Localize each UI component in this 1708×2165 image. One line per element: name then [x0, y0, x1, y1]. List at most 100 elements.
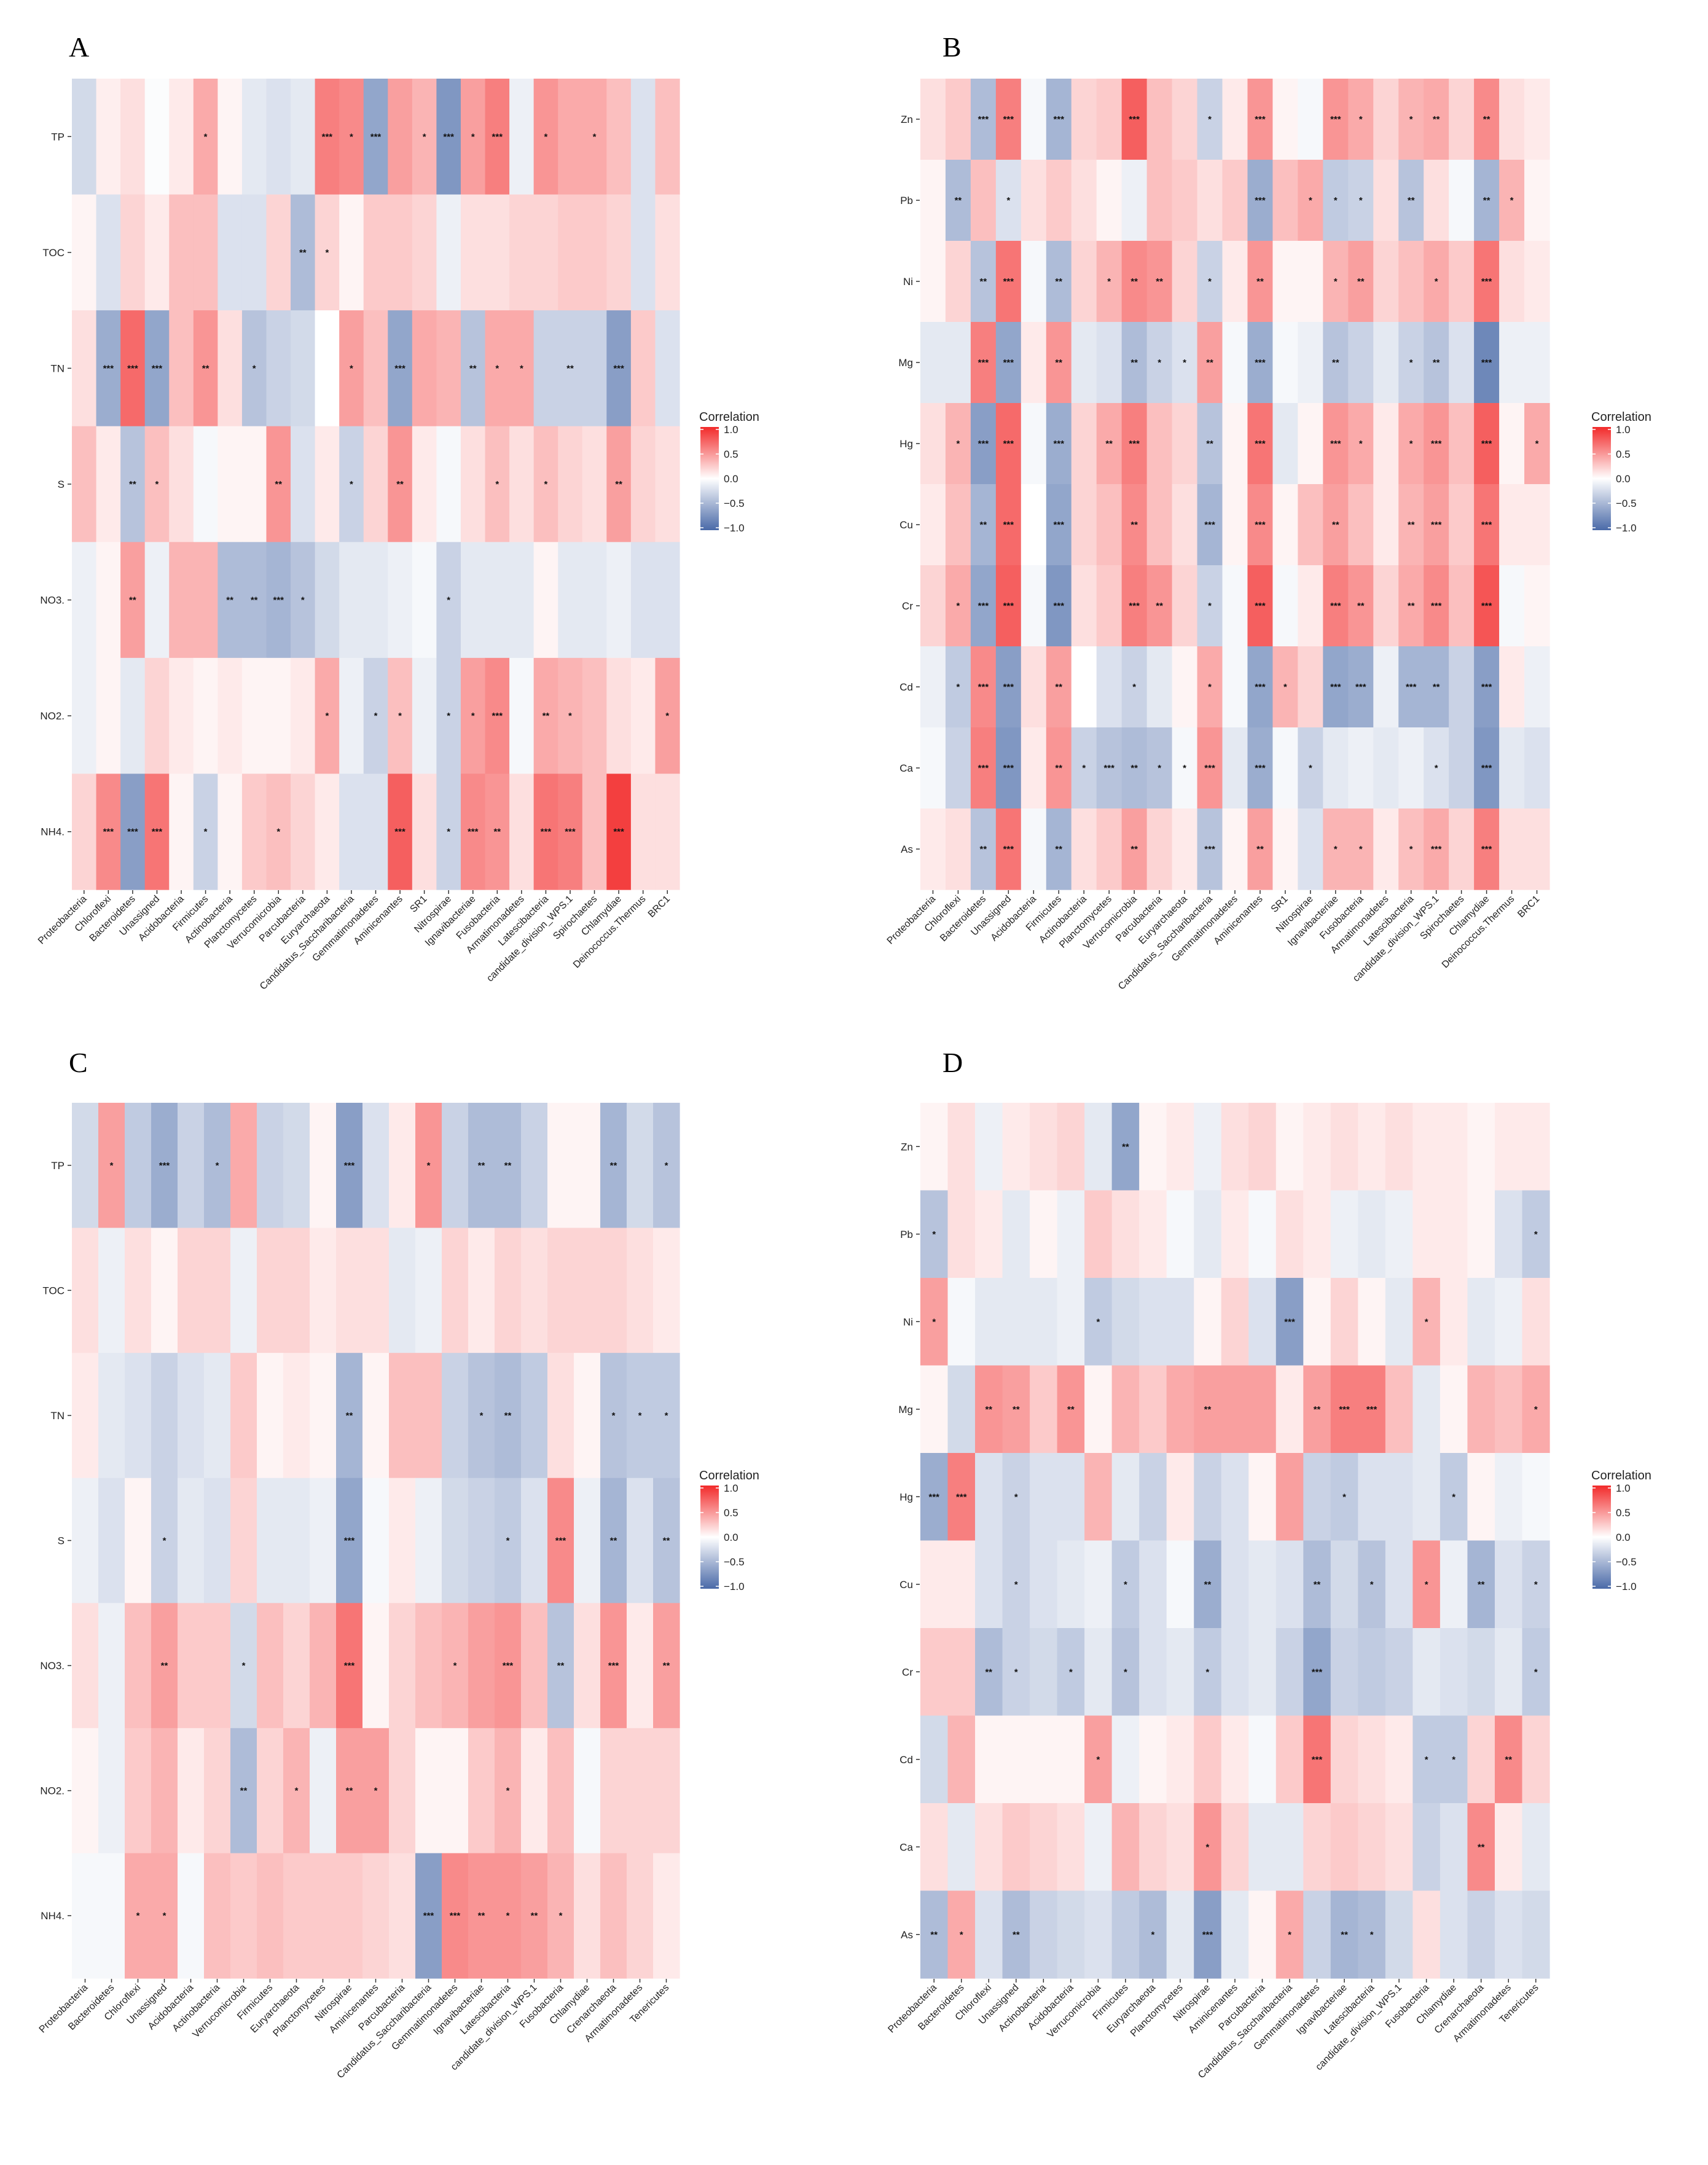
heatmap-cell [509, 657, 535, 775]
heatmap-cell [1323, 241, 1349, 323]
significance-mark: *** [1204, 844, 1215, 855]
heatmap-cell [125, 1103, 152, 1229]
heatmap-cell [468, 1853, 495, 1979]
heatmap-cell [975, 1540, 1003, 1629]
heatmap-cell [655, 542, 680, 659]
heatmap-cell [310, 1853, 337, 1979]
heatmap-cell [627, 1603, 654, 1729]
heatmap-cell [970, 565, 997, 647]
heatmap-cell [1248, 1628, 1277, 1717]
heatmap-cell [1030, 1453, 1058, 1541]
heatmap-cell [1002, 1803, 1030, 1892]
heatmap-cell [1194, 1715, 1222, 1804]
heatmap-cell [1348, 403, 1374, 485]
heatmap-cell [266, 657, 291, 775]
heatmap-cell [1398, 403, 1424, 485]
heatmap-cell [1499, 484, 1525, 566]
heatmap-cell [415, 1853, 442, 1979]
heatmap-cell [1111, 1715, 1140, 1804]
significance-mark: * [957, 601, 960, 611]
heatmap-cell [125, 1728, 152, 1854]
heatmap-cell [442, 1353, 469, 1479]
heatmap-cell [606, 426, 632, 542]
heatmap-cell [388, 310, 413, 427]
heatmap-cell [436, 773, 461, 890]
significance-mark: * [1359, 114, 1363, 125]
heatmap-cell [920, 808, 946, 890]
significance-mark: * [350, 479, 353, 490]
heatmap-cell [204, 1353, 231, 1479]
heatmap-cell [144, 310, 170, 427]
heatmap-cell [1121, 322, 1148, 404]
heatmap-cell [120, 79, 146, 195]
heatmap-cell [627, 1103, 654, 1229]
legend-tick-label: 0.0 [724, 473, 738, 485]
heatmap-cell [1524, 160, 1550, 241]
heatmap-cell [1111, 1540, 1140, 1629]
significance-mark: *** [1054, 114, 1065, 125]
heatmap-cell [241, 79, 267, 195]
heatmap-cell [72, 310, 97, 427]
significance-mark: *** [1481, 844, 1492, 855]
heatmap-cell [995, 160, 1022, 241]
significance-mark: * [1014, 1580, 1018, 1590]
significance-mark: * [559, 1911, 563, 1921]
heatmap-cell [96, 194, 121, 311]
heatmap-cell [363, 657, 388, 775]
heatmap-cell [1303, 1103, 1331, 1191]
significance-mark: ** [543, 711, 550, 721]
heatmap-cell [1398, 160, 1424, 241]
heatmap-cell [1030, 1803, 1058, 1892]
heatmap-cell [1467, 1278, 1495, 1366]
row-label: TOC [42, 1285, 65, 1296]
heatmap-cell [975, 1190, 1003, 1278]
row-label: Hg [899, 1491, 913, 1503]
heatmap-cell [945, 646, 971, 728]
significance-mark: *** [1003, 601, 1014, 611]
significance-mark: ** [1256, 844, 1264, 855]
significance-mark: ** [1156, 276, 1163, 287]
legend-tick-label: 0.0 [1616, 1532, 1631, 1543]
significance-mark: ** [1130, 520, 1138, 530]
significance-mark: * [544, 131, 547, 142]
heatmap-cell [1467, 1628, 1495, 1717]
significance-mark: *** [273, 595, 284, 606]
significance-mark: * [447, 827, 450, 837]
significance-mark: ** [478, 1911, 485, 1921]
heatmap-cell [1172, 727, 1198, 809]
row-label: NO3. [40, 595, 65, 606]
significance-mark: *** [1003, 358, 1014, 368]
significance-mark: ** [346, 1786, 353, 1796]
heatmap-cell [468, 1603, 495, 1729]
significance-mark: *** [1330, 114, 1341, 125]
significance-mark: ** [1204, 1404, 1212, 1415]
heatmap-cell [1440, 1453, 1468, 1541]
heatmap-cell [1046, 808, 1072, 890]
heatmap-cell [1084, 1540, 1113, 1629]
row-label: Cd [899, 1754, 913, 1766]
heatmap-cell [947, 1803, 976, 1892]
significance-mark: *** [1255, 439, 1266, 449]
heatmap-cell [257, 1478, 284, 1603]
heatmap-cell [1424, 322, 1449, 404]
legend-tick-label: 0.5 [724, 448, 738, 460]
heatmap-cell [1046, 727, 1072, 809]
heatmap-cell [533, 426, 558, 542]
heatmap-cell [1467, 1365, 1495, 1454]
heatmap-cell [1474, 727, 1500, 809]
legend-title: Correlation [1591, 1469, 1651, 1482]
heatmap-cell [1323, 79, 1349, 160]
row-label: Cu [899, 1579, 913, 1591]
significance-mark: *** [127, 363, 138, 374]
heatmap-cell [362, 1478, 390, 1603]
heatmap-cell [266, 194, 291, 311]
heatmap-cell [1172, 646, 1198, 728]
significance-mark: ** [955, 195, 962, 206]
heatmap-cell [1385, 1190, 1413, 1278]
significance-mark: * [1534, 1229, 1538, 1240]
significance-mark: * [665, 1411, 668, 1421]
row-label: Mg [898, 357, 913, 369]
significance-mark: *** [152, 363, 163, 374]
heatmap-cell [230, 1353, 257, 1479]
heatmap-cell [1330, 1278, 1358, 1366]
